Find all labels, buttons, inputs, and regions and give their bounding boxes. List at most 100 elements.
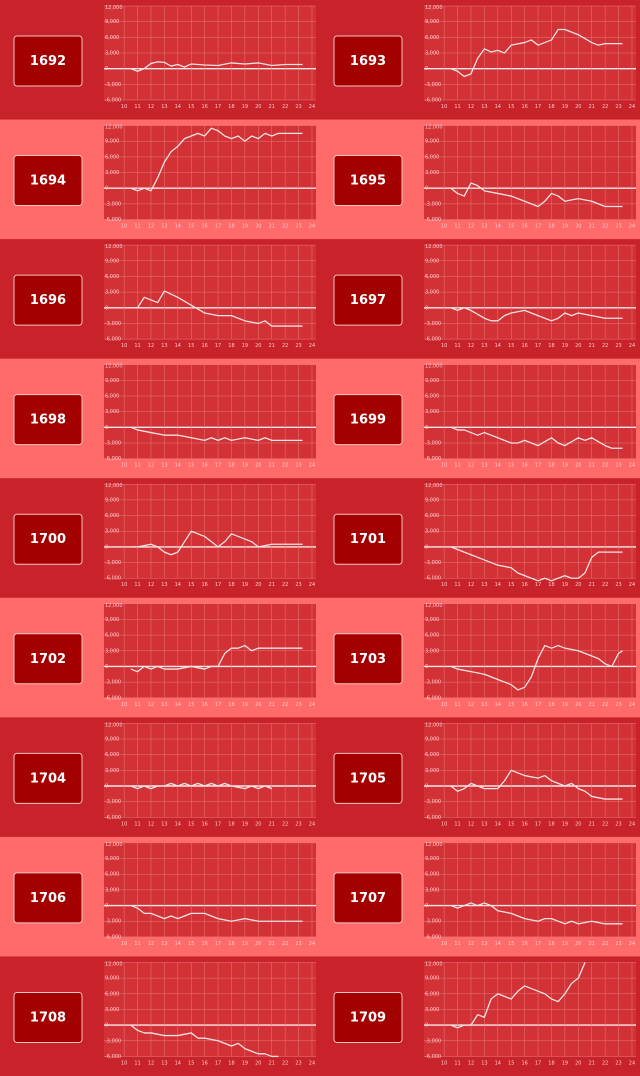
x-tick-label: 12	[148, 343, 154, 349]
x-tick-label: 15	[508, 702, 514, 708]
chart-button[interactable]: 1698	[13, 394, 83, 446]
x-tick-label: 11	[134, 224, 140, 230]
y-tick-label: 12,000	[425, 5, 443, 11]
chart-cell: 1701 12,000 9,000 6,000 3,000 0 -3,000 -6,00010…	[333, 483, 636, 588]
chart-button[interactable]: 1696	[13, 274, 83, 326]
y-tick-label: -6,000	[425, 695, 441, 701]
chart-button[interactable]: 1704	[13, 752, 83, 804]
x-tick-label: 19	[242, 104, 248, 110]
button-box	[13, 752, 83, 804]
x-tick-label: 22	[602, 702, 608, 708]
y-tick-label: 12,000	[425, 364, 443, 370]
chart-button[interactable]: 1709	[333, 991, 403, 1043]
chart-cell: 1709 12,000 9,000 6,000 3,000 0 -3,000 -6,00010…	[333, 961, 636, 1066]
y-tick-label: 6,000	[425, 35, 439, 41]
chart-button[interactable]: 1702	[13, 633, 83, 685]
x-tick-label: 17	[215, 941, 221, 947]
x-tick-label: 16	[201, 104, 207, 110]
chart-button[interactable]: 1707	[333, 872, 403, 924]
x-tick-label: 24	[629, 343, 635, 349]
x-tick-label: 23	[295, 821, 301, 827]
y-tick-label: 9,000	[425, 497, 439, 503]
chart-cell: 1692 12,000 9,000 6,000 3,000 0 -3,000 -6,00010…	[13, 5, 316, 110]
chart-button[interactable]: 1692	[13, 35, 83, 87]
x-tick-label: 16	[521, 941, 527, 947]
x-tick-label: 12	[468, 104, 474, 110]
x-tick-label: 15	[508, 224, 514, 230]
x-tick-label: 24	[309, 104, 315, 110]
x-tick-label: 24	[309, 224, 315, 230]
data-line	[450, 546, 623, 582]
x-tick-label: 11	[454, 941, 460, 947]
x-tick-label: 11	[454, 224, 460, 230]
x-tick-label: 18	[228, 582, 234, 588]
y-tick-label: 6,000	[105, 274, 119, 280]
y-tick-label: 3,000	[105, 529, 119, 535]
x-tick-label: 16	[201, 821, 207, 827]
data-line	[130, 127, 303, 192]
y-tick-label: 9,000	[425, 976, 439, 982]
chart-button[interactable]: 1705	[333, 752, 403, 804]
x-tick-label: 22	[282, 702, 288, 708]
y-tick-label: 12,000	[425, 244, 443, 250]
y-tick-label: 9,000	[105, 139, 119, 145]
x-tick-label: 14	[495, 343, 501, 349]
y-tick-label: 9,000	[105, 497, 119, 503]
x-tick-label: 24	[629, 104, 635, 110]
x-tick-label: 16	[201, 224, 207, 230]
y-tick-label: -6,000	[105, 815, 121, 821]
x-tick-label: 22	[602, 224, 608, 230]
x-tick-label: 16	[521, 582, 527, 588]
data-line	[450, 962, 586, 1029]
chart-button[interactable]: 1706	[13, 872, 83, 924]
y-tick-label: -3,000	[105, 201, 121, 207]
chart-button[interactable]: 1701	[333, 513, 403, 565]
y-tick-label: -3,000	[425, 1038, 441, 1044]
chart-cell: 1695 12,000 9,000 6,000 3,000 0 -3,000 -6,00010…	[333, 125, 636, 230]
chart-cell: 1698 12,000 9,000 6,000 3,000 0 -3,000 -6,00010…	[13, 364, 316, 469]
x-tick-label: 12	[468, 343, 474, 349]
x-tick-label: 21	[269, 702, 275, 708]
x-tick-label: 23	[615, 104, 621, 110]
button-box	[13, 991, 83, 1043]
x-tick-label: 15	[508, 343, 514, 349]
x-tick-label: 13	[481, 343, 487, 349]
x-tick-label: 20	[255, 702, 261, 708]
x-tick-label: 13	[161, 702, 167, 708]
y-tick-label: 6,000	[105, 633, 119, 639]
chart-button[interactable]: 1703	[333, 633, 403, 685]
button-box	[333, 991, 403, 1043]
chart-button[interactable]: 1699	[333, 394, 403, 446]
x-tick-label: 22	[282, 104, 288, 110]
x-tick-label: 18	[548, 941, 554, 947]
chart-button[interactable]: 1694	[13, 155, 83, 207]
chart-cell: 1707 12,000 9,000 6,000 3,000 0 -3,000 -6,00010…	[333, 842, 636, 947]
button-box	[333, 752, 403, 804]
chart-button[interactable]: 1695	[333, 155, 403, 207]
x-tick-label: 10	[441, 941, 447, 947]
chart-button[interactable]: 1693	[333, 35, 403, 87]
x-tick-label: 17	[215, 104, 221, 110]
x-tick-label: 18	[228, 821, 234, 827]
data-line	[130, 426, 303, 442]
x-tick-label: 12	[468, 702, 474, 708]
x-tick-label: 19	[562, 582, 568, 588]
x-tick-label: 20	[255, 463, 261, 469]
y-tick-label: 12,000	[105, 364, 123, 370]
x-tick-label: 16	[521, 702, 527, 708]
y-tick-label: 3,000	[425, 648, 439, 654]
chart-button[interactable]: 1700	[13, 513, 83, 565]
data-line	[450, 307, 623, 322]
x-tick-label: 20	[255, 821, 261, 827]
y-tick-label: -6,000	[105, 576, 121, 582]
x-tick-label: 24	[309, 343, 315, 349]
y-tick-label: 12,000	[105, 842, 123, 848]
x-tick-label: 23	[295, 941, 301, 947]
chart-button[interactable]: 1708	[13, 991, 83, 1043]
y-tick-label: 0	[105, 664, 108, 670]
x-tick-label: 12	[468, 224, 474, 230]
chart-button[interactable]: 1697	[333, 274, 403, 326]
y-tick-label: 3,000	[105, 768, 119, 774]
x-tick-label: 15	[508, 941, 514, 947]
x-tick-label: 20	[575, 821, 581, 827]
